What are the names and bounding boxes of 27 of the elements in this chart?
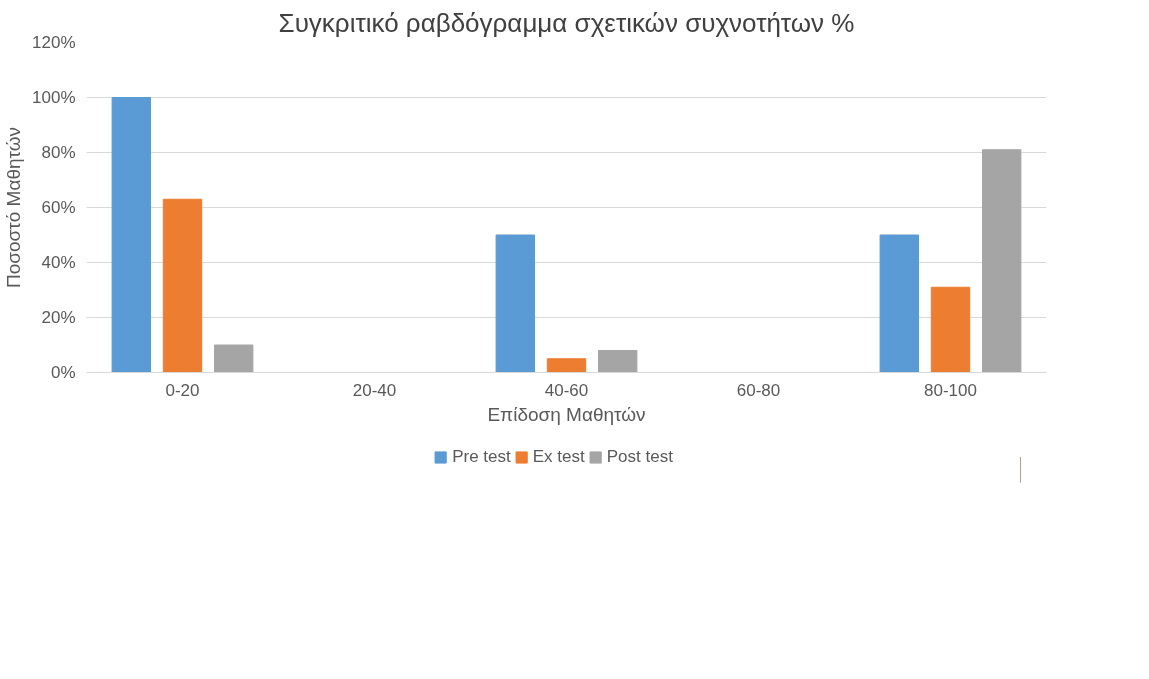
x-tick-label: 0-20 [165,380,200,400]
x-tick-label: 60-80 [736,380,781,400]
y-tick-label: 60% [41,198,76,217]
y-tick-label: 0% [50,363,76,382]
y-tick-label: 80% [41,143,76,162]
y-tick-label: 40% [41,253,76,272]
chart-title: Συγκριτικό ραβδόγραμμα σχετικών συχνοτήτων % [278,7,855,38]
x-axis-title: Επίδοση Μαθητών [487,403,646,425]
legend-label: Pre test [452,447,511,467]
bar [162,198,203,373]
x-tick-label: 80-100 [924,380,977,400]
y-tick-label: 100% [32,88,76,107]
y-tick-label: 20% [41,308,76,327]
bar [598,350,638,373]
bar [214,344,254,373]
bar [982,149,1022,373]
bar [879,234,919,373]
bar [546,358,587,373]
bar [495,234,535,373]
bar [930,286,971,373]
x-tick-label: 40-60 [544,380,589,400]
legend-label: Post test [606,447,673,467]
legend-label: Ex test [532,447,585,467]
y-axis-title: Ποσοστό Μαθητών [3,126,25,289]
x-tick-label: 20-40 [352,380,397,400]
bar [111,97,151,373]
y-tick-label: 120% [32,33,76,52]
